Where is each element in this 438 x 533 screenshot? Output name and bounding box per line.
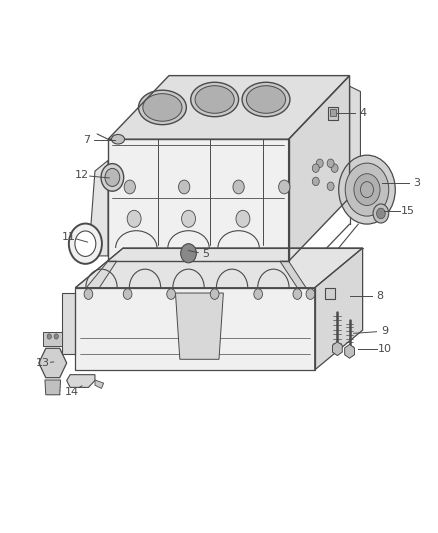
Polygon shape <box>315 248 363 370</box>
Polygon shape <box>176 293 223 359</box>
Polygon shape <box>108 76 350 139</box>
FancyBboxPatch shape <box>330 109 336 116</box>
Circle shape <box>339 155 395 224</box>
Circle shape <box>377 208 385 219</box>
Circle shape <box>124 180 135 194</box>
Circle shape <box>182 211 195 227</box>
Polygon shape <box>280 261 306 288</box>
Circle shape <box>101 164 124 191</box>
Text: 4: 4 <box>359 108 366 118</box>
Ellipse shape <box>247 86 286 114</box>
Text: 3: 3 <box>413 177 420 188</box>
FancyBboxPatch shape <box>328 107 338 119</box>
Polygon shape <box>86 261 117 288</box>
Polygon shape <box>350 86 360 198</box>
Circle shape <box>123 289 132 300</box>
Circle shape <box>84 289 93 300</box>
Circle shape <box>254 289 262 300</box>
Text: 10: 10 <box>378 344 392 354</box>
Polygon shape <box>62 293 75 354</box>
Circle shape <box>233 180 244 194</box>
Polygon shape <box>108 139 289 261</box>
Ellipse shape <box>138 90 186 125</box>
Polygon shape <box>39 348 67 378</box>
Circle shape <box>279 180 290 194</box>
Polygon shape <box>91 160 108 256</box>
Text: 7: 7 <box>83 135 90 146</box>
Ellipse shape <box>191 82 239 117</box>
Polygon shape <box>75 288 315 370</box>
Ellipse shape <box>242 82 290 117</box>
Text: 5: 5 <box>202 249 209 260</box>
Circle shape <box>316 159 323 167</box>
Polygon shape <box>289 76 350 261</box>
Text: 14: 14 <box>65 387 79 397</box>
Circle shape <box>75 231 96 256</box>
Circle shape <box>373 204 389 223</box>
Circle shape <box>127 211 141 227</box>
Circle shape <box>54 334 58 339</box>
Polygon shape <box>45 380 60 395</box>
Polygon shape <box>75 248 363 288</box>
Circle shape <box>312 177 319 185</box>
Circle shape <box>69 223 102 264</box>
FancyBboxPatch shape <box>325 288 335 299</box>
Circle shape <box>306 289 315 300</box>
Polygon shape <box>95 380 104 389</box>
Circle shape <box>331 164 338 172</box>
Ellipse shape <box>143 94 182 121</box>
Polygon shape <box>67 375 95 387</box>
Circle shape <box>293 289 302 300</box>
Circle shape <box>312 164 319 172</box>
Text: 8: 8 <box>377 290 384 301</box>
Polygon shape <box>43 332 62 346</box>
Circle shape <box>167 289 176 300</box>
Circle shape <box>327 182 334 190</box>
Text: 11: 11 <box>62 232 76 242</box>
Circle shape <box>105 168 120 187</box>
Circle shape <box>47 334 51 339</box>
Circle shape <box>236 211 250 227</box>
Ellipse shape <box>112 134 124 144</box>
Text: 12: 12 <box>75 171 89 180</box>
Circle shape <box>181 244 196 263</box>
Circle shape <box>345 163 389 216</box>
Polygon shape <box>345 344 354 358</box>
Polygon shape <box>332 342 342 356</box>
Ellipse shape <box>195 86 234 114</box>
Circle shape <box>210 289 219 300</box>
Text: 15: 15 <box>401 206 415 216</box>
Circle shape <box>354 174 380 206</box>
Circle shape <box>327 159 334 167</box>
Text: 13: 13 <box>36 358 50 368</box>
Circle shape <box>179 180 190 194</box>
Text: 9: 9 <box>381 326 388 336</box>
